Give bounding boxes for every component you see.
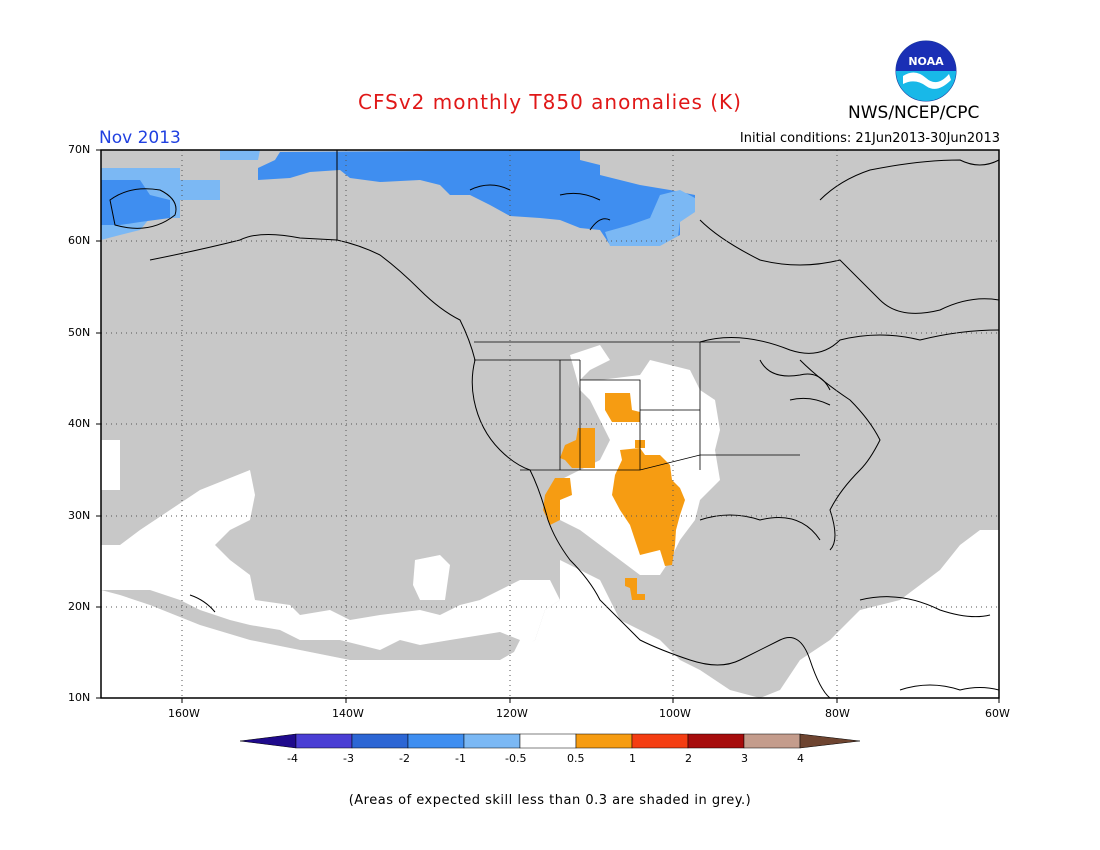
noaa-logo: NOAA bbox=[895, 40, 957, 102]
arctic-coast-cold-region bbox=[258, 150, 695, 245]
warm-region-mexico bbox=[625, 578, 645, 600]
warm-region-arizona-nevada bbox=[560, 428, 595, 468]
neutral-area-pacific bbox=[101, 470, 560, 660]
neutral-area-south bbox=[101, 530, 999, 698]
lat-label: 50N bbox=[68, 326, 91, 339]
agency-label: NWS/NCEP/CPC bbox=[848, 103, 980, 123]
colorbar-segment bbox=[743, 733, 801, 749]
axis-ticks bbox=[96, 149, 1000, 703]
lat-label: 30N bbox=[68, 509, 91, 522]
lon-label: 60W bbox=[985, 707, 1010, 720]
colorbar-tick-label: 1 bbox=[629, 752, 636, 765]
colorbar-tick-label: -3 bbox=[343, 752, 354, 765]
colorbar-tick-label: 4 bbox=[797, 752, 804, 765]
colorbar-segment bbox=[295, 733, 353, 749]
colorbar-segment bbox=[687, 733, 745, 749]
colorbar-segment bbox=[463, 733, 521, 749]
initial-conditions: Initial conditions: 21Jun2013-30Jun2013 bbox=[739, 131, 1000, 146]
colorbar-tick-label: 0.5 bbox=[567, 752, 585, 765]
skill-note: (Areas of expected skill less than 0.3 a… bbox=[348, 793, 752, 808]
lon-label: 80W bbox=[825, 707, 850, 720]
colorbar-tick-label: -4 bbox=[287, 752, 298, 765]
lon-label: 100W bbox=[659, 707, 691, 720]
warm-region-colorado bbox=[605, 393, 640, 422]
lat-label: 40N bbox=[68, 417, 91, 430]
warm-anomalies bbox=[543, 393, 685, 600]
colorbar-segment bbox=[799, 733, 861, 749]
colorbar-segment bbox=[407, 733, 465, 749]
coastlines bbox=[109, 150, 999, 698]
colorbar-segment bbox=[519, 733, 577, 749]
colorbar-segment bbox=[631, 733, 689, 749]
lat-label: 60N bbox=[68, 234, 91, 247]
colorbar-tick-label: -2 bbox=[399, 752, 410, 765]
colorbar-segment bbox=[351, 733, 409, 749]
colorbar bbox=[239, 733, 861, 749]
lat-label: 20N bbox=[68, 600, 91, 613]
lon-label: 160W bbox=[168, 707, 200, 720]
cold-anomalies bbox=[101, 150, 695, 246]
logo-text: NOAA bbox=[908, 55, 944, 68]
lon-label: 120W bbox=[496, 707, 528, 720]
neutral-area-nw bbox=[101, 440, 120, 490]
colorbar-tick-label: 3 bbox=[741, 752, 748, 765]
map-title: CFSv2 monthly T850 anomalies (K) bbox=[358, 90, 742, 114]
warm-region-baja bbox=[543, 478, 572, 525]
lat-label: 10N bbox=[68, 691, 91, 704]
colorbar-tick-label: -0.5 bbox=[505, 752, 527, 765]
colorbar-tick-label: 2 bbox=[685, 752, 692, 765]
lon-label: 140W bbox=[332, 707, 364, 720]
neutral-area-island bbox=[413, 555, 450, 600]
lat-label: 70N bbox=[68, 143, 91, 156]
warm-region-new-mexico-texas bbox=[612, 448, 685, 566]
forecast-month: Nov 2013 bbox=[99, 128, 181, 148]
colorbar-segment bbox=[239, 733, 297, 749]
colorbar-segment bbox=[575, 733, 633, 749]
colorbar-tick-label: -1 bbox=[455, 752, 466, 765]
